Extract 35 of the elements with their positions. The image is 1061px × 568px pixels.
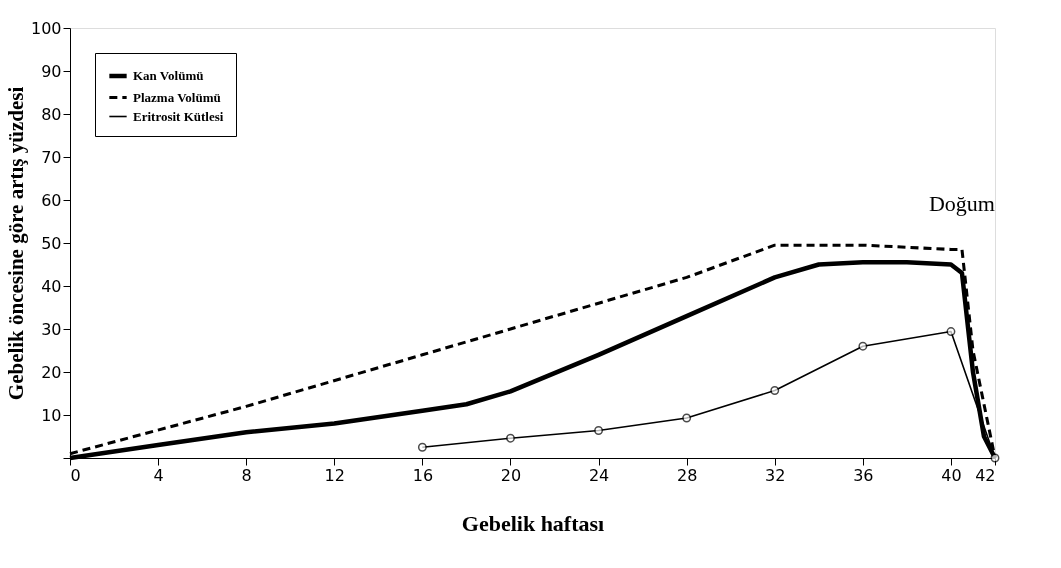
point xyxy=(682,413,692,423)
x-tick-label: 40 xyxy=(941,465,962,485)
y-tick-label: 70 xyxy=(41,147,62,167)
x-axis-title: Gebelik haftası xyxy=(461,510,605,536)
x-tick-label: 28 xyxy=(676,465,698,485)
y-axis-title: Gebelik öncesine göre artış yüzdesi xyxy=(3,86,28,401)
point xyxy=(770,386,780,395)
x-tick-label: 24 xyxy=(588,465,610,485)
x-tick-label: 42 xyxy=(975,465,996,485)
x-tick-label: 32 xyxy=(765,465,786,485)
x-tick-label: 20 xyxy=(500,465,522,485)
point xyxy=(594,426,604,435)
legend-label: Kan Volümü xyxy=(133,68,204,83)
y-tick-label: 10 xyxy=(41,405,62,425)
y-tick-label: 20 xyxy=(41,362,62,382)
y-tick-label: 50 xyxy=(41,233,62,253)
point xyxy=(506,433,515,443)
x-tick-label: 12 xyxy=(324,465,345,485)
point xyxy=(858,341,868,351)
y-tick-label: 100 xyxy=(30,18,62,38)
y-tick-label: 80 xyxy=(41,104,62,124)
legend-label: Eritrosit Kütlesi xyxy=(133,108,224,124)
x-tick-label: 8 xyxy=(241,465,252,485)
y-tick-label: 30 xyxy=(41,319,62,339)
x-tick-label: 36 xyxy=(853,465,874,485)
x-tick-label: 4 xyxy=(153,465,164,485)
y-tick-label: 40 xyxy=(41,276,62,296)
point xyxy=(417,442,427,452)
y-tick-label: 90 xyxy=(41,61,62,81)
x-tick-label: 0 xyxy=(70,465,81,485)
point xyxy=(946,327,956,337)
x-tick-label: 16 xyxy=(412,465,434,485)
annotation: Doğum xyxy=(928,191,995,217)
y-tick-label: 60 xyxy=(41,190,62,210)
legend-label: Plazma Volümü xyxy=(133,89,221,105)
